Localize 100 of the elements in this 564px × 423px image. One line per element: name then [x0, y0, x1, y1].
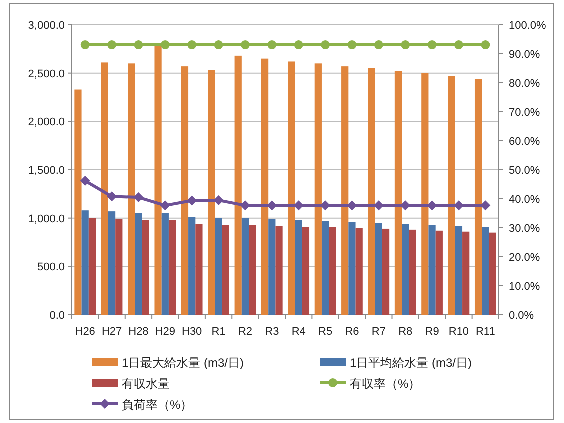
- point: [160, 40, 170, 50]
- point: [454, 200, 464, 211]
- y-tick-label: 1,000.0: [28, 213, 65, 226]
- bar: [261, 58, 269, 315]
- point: [400, 200, 411, 211]
- legend-label: 1日最大給水量 (m3/日): [122, 356, 244, 370]
- x-tick-label: H27: [102, 326, 122, 338]
- x-tick-label: R7: [372, 326, 386, 338]
- bar: [342, 66, 349, 315]
- bar: [168, 220, 176, 315]
- x-tick-label: R9: [425, 326, 440, 338]
- bar: [422, 73, 429, 315]
- bar: [428, 225, 436, 315]
- point: [214, 195, 224, 206]
- bar: [188, 217, 196, 315]
- x-tick-label: R8: [398, 326, 413, 338]
- legend-label: 1日平均給水量 (m3/日): [350, 356, 472, 370]
- point: [214, 40, 224, 50]
- bar: [288, 62, 296, 315]
- point: [268, 40, 277, 50]
- bar: [222, 225, 230, 315]
- bar: [474, 79, 482, 315]
- bar: [489, 232, 496, 315]
- point: [134, 40, 144, 50]
- bar: [394, 71, 402, 315]
- point: [348, 40, 357, 50]
- bar: [234, 56, 242, 315]
- point: [454, 40, 464, 50]
- bar: [135, 214, 142, 315]
- y-tick-label: 500.0: [37, 262, 65, 274]
- point: [80, 40, 90, 50]
- x-tick-label: R10: [448, 326, 470, 338]
- bar: [142, 220, 150, 315]
- point: [374, 200, 384, 211]
- bar: [82, 210, 89, 315]
- bar: [448, 76, 456, 315]
- legend-label: 有収率（%）: [350, 377, 421, 391]
- x-tick-label: R3: [265, 326, 280, 338]
- bar: [295, 220, 302, 315]
- bar: [482, 227, 490, 315]
- point: [267, 200, 278, 211]
- x-tick-label: R2: [238, 326, 252, 338]
- x-tick-label: H29: [155, 326, 176, 338]
- y2-tick-label: 40.0%: [509, 194, 540, 206]
- point: [160, 200, 170, 211]
- bar: [74, 90, 82, 315]
- bar: [108, 212, 116, 315]
- point: [294, 40, 304, 50]
- bar: [162, 214, 169, 315]
- bar: [436, 230, 443, 315]
- bar: [196, 224, 203, 315]
- bar: [356, 228, 363, 315]
- y2-tick-label: 50.0%: [509, 165, 540, 177]
- point: [188, 40, 197, 50]
- point: [428, 40, 437, 50]
- x-tick-label: R1: [212, 326, 226, 338]
- bar: [455, 226, 463, 315]
- point: [240, 200, 250, 211]
- y2-tick-label: 0.0%: [509, 310, 534, 322]
- legend-label: 有収水量: [122, 377, 170, 391]
- y2-tick-label: 20.0%: [509, 252, 540, 264]
- point: [107, 192, 118, 202]
- y2-tick-label: 70.0%: [509, 107, 540, 119]
- x-tick-label: R11: [476, 326, 496, 338]
- y2-tick-label: 60.0%: [509, 136, 540, 148]
- bar: [314, 64, 322, 315]
- bar: [276, 226, 283, 315]
- legend-label: 負荷率（%）: [122, 398, 193, 412]
- bar: [154, 46, 162, 315]
- bar: [88, 218, 96, 315]
- y-tick-label: 2,500.0: [28, 68, 65, 80]
- point: [320, 200, 331, 211]
- bar: [181, 66, 189, 315]
- point: [374, 40, 384, 50]
- x-tick-label: H28: [128, 326, 149, 338]
- bar: [348, 222, 356, 315]
- point: [108, 40, 117, 50]
- bar: [128, 64, 136, 315]
- point: [134, 192, 144, 203]
- x-tick-label: R5: [318, 326, 333, 338]
- point: [294, 200, 304, 211]
- bar: [409, 230, 416, 315]
- bar: [215, 218, 222, 315]
- x-tick-label: R6: [345, 326, 360, 338]
- point: [401, 40, 410, 50]
- bar: [329, 227, 336, 315]
- bar: [375, 223, 382, 315]
- point: [187, 196, 198, 206]
- bar: [402, 224, 410, 315]
- point: [427, 200, 438, 211]
- bar: [382, 228, 390, 315]
- point: [481, 40, 490, 50]
- bar: [462, 232, 470, 315]
- y-tick-label: 0.0: [50, 310, 65, 322]
- y2-tick-label: 100.0%: [509, 20, 547, 32]
- bar: [302, 227, 310, 315]
- point: [347, 200, 358, 211]
- x-tick-label: H26: [75, 326, 96, 338]
- bar: [242, 218, 250, 315]
- bar: [101, 62, 108, 315]
